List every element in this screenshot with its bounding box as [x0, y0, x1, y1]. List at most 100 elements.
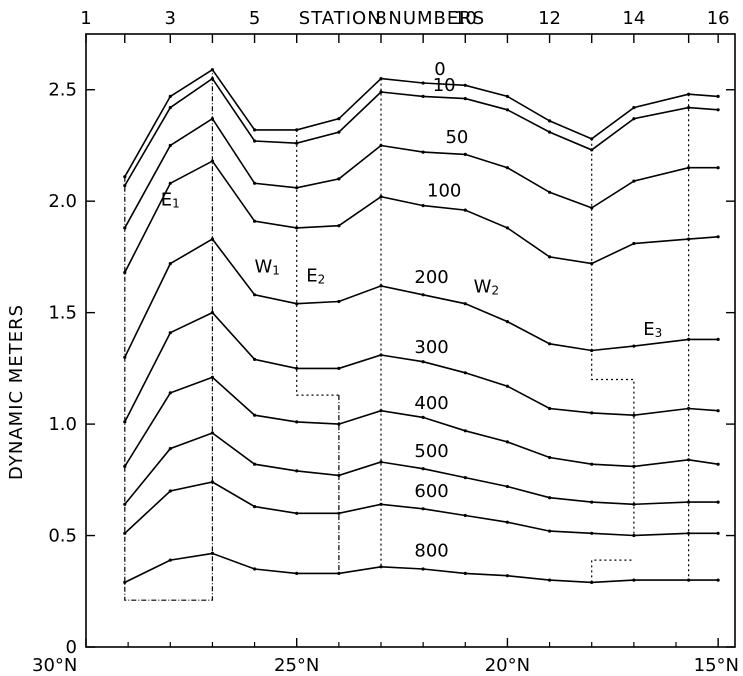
- region-label-sub: 2: [318, 272, 326, 286]
- top-tick-label: 12: [538, 8, 561, 29]
- station-point: [590, 531, 594, 535]
- station-point: [379, 460, 383, 464]
- station-point: [337, 117, 341, 121]
- station-point: [632, 179, 636, 183]
- station-point: [687, 106, 691, 110]
- top-axis-title: STATION NUMBERS: [299, 8, 485, 29]
- isobar-lines: [123, 68, 720, 585]
- region-label-main: E: [161, 190, 172, 211]
- depth-label: 300: [414, 337, 448, 358]
- station-point: [123, 420, 127, 424]
- y-tick-label: 1.0: [48, 414, 77, 435]
- station-point: [590, 348, 594, 353]
- y-tick-label: 0: [66, 637, 77, 658]
- station-point: [253, 413, 257, 417]
- station-point: [295, 128, 299, 132]
- station-point: [632, 578, 636, 582]
- station-point: [421, 293, 425, 297]
- station-point: [548, 130, 552, 134]
- station-point: [210, 551, 214, 556]
- station-point: [632, 533, 636, 538]
- station-point: [379, 90, 383, 94]
- station-point: [337, 224, 341, 228]
- station-point: [123, 226, 127, 230]
- station-point: [463, 476, 467, 480]
- station-point: [295, 226, 299, 230]
- station-point: [123, 184, 127, 188]
- isobar-line: [124, 117, 719, 229]
- depth-labels: 010 50 100 200 300 400 500 600 800: [414, 59, 468, 562]
- station-point: [379, 565, 383, 569]
- station-point: [505, 166, 509, 170]
- station-point: [687, 578, 691, 582]
- station-point: [463, 571, 467, 576]
- station-point: [168, 447, 172, 451]
- top-tick-label: 1: [80, 8, 91, 29]
- station-point: [463, 371, 467, 375]
- region-boundary: [591, 559, 634, 583]
- station-point: [379, 77, 383, 81]
- station-point: [632, 106, 636, 110]
- region-boundary: [124, 69, 213, 601]
- station-point: [687, 458, 691, 462]
- station-point: [421, 567, 425, 571]
- station-point: [210, 237, 214, 241]
- station-point: [337, 511, 341, 515]
- station-point: [295, 186, 299, 190]
- station-point: [505, 226, 509, 230]
- depth-label: 0: [434, 59, 445, 80]
- station-point: [505, 574, 509, 578]
- depth-label: 10: [433, 75, 456, 96]
- plot-frame: [85, 33, 736, 648]
- station-point: [421, 360, 425, 364]
- x-axis: 30°N 25°N 20°N 15°N: [32, 638, 739, 676]
- station-point: [590, 580, 594, 585]
- station-point: [210, 431, 214, 435]
- station-point: [548, 406, 552, 411]
- station-point: [463, 83, 467, 87]
- region-label-main: W: [474, 277, 492, 298]
- station-point: [337, 366, 341, 370]
- station-point: [590, 148, 594, 152]
- station-point: [210, 77, 214, 81]
- station-point: [337, 299, 341, 304]
- station-point: [421, 150, 425, 154]
- station-point: [253, 293, 257, 297]
- station-point: [463, 429, 467, 433]
- station-point: [168, 489, 172, 493]
- y-tick-label: 0.5: [48, 526, 77, 547]
- station-point: [379, 409, 383, 413]
- station-point: [548, 190, 552, 194]
- station-point: [123, 502, 127, 506]
- y-axis-title: DYNAMIC METERS: [6, 304, 27, 480]
- station-point: [168, 558, 172, 562]
- station-point: [716, 462, 720, 466]
- top-tick-label: 5: [249, 8, 260, 29]
- depth-label: 200: [414, 267, 448, 288]
- station-point: [716, 108, 720, 112]
- station-point: [687, 337, 691, 341]
- station-point: [168, 262, 172, 266]
- station-point: [253, 219, 257, 223]
- station-point: [123, 464, 127, 468]
- station-point: [295, 571, 299, 576]
- station-point: [590, 462, 594, 466]
- x-tick-label: 25°N: [274, 655, 319, 676]
- depth-label: 400: [414, 393, 448, 414]
- station-point: [210, 159, 214, 163]
- station-point: [632, 502, 636, 506]
- station-point: [379, 502, 383, 506]
- station-point: [505, 108, 509, 112]
- station-point: [632, 344, 636, 348]
- region-label: E2: [306, 265, 325, 286]
- station-point: [716, 337, 720, 341]
- station-point: [590, 137, 594, 141]
- station-point: [379, 143, 383, 148]
- x-tick-label: 15°N: [694, 655, 739, 676]
- station-point: [463, 152, 467, 156]
- station-point: [548, 255, 552, 259]
- top-tick-label: 8: [375, 8, 386, 29]
- region-label: E3: [643, 319, 662, 340]
- station-point: [337, 473, 341, 477]
- station-point: [337, 422, 341, 426]
